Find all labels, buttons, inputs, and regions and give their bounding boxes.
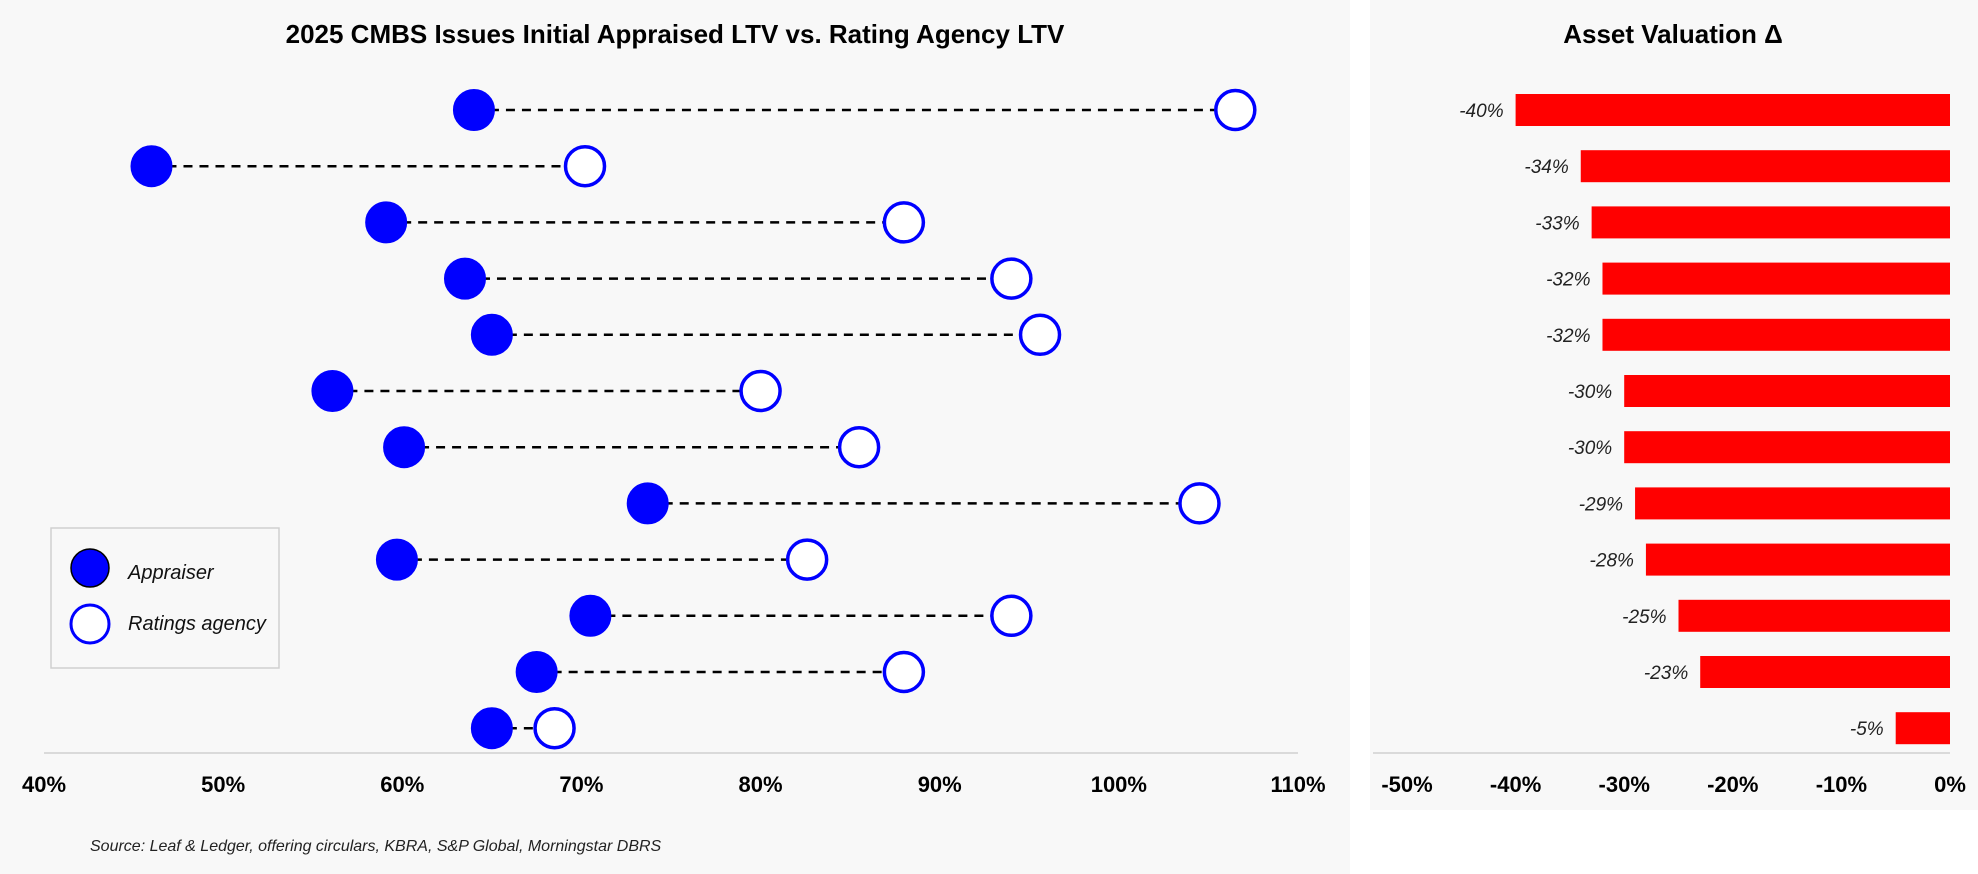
bar-data-label: -28% bbox=[1590, 551, 1634, 572]
appraiser-point bbox=[443, 257, 486, 300]
valuation-bar bbox=[1624, 431, 1950, 464]
ratings-agency-point bbox=[1018, 313, 1062, 357]
ratings-agency-point bbox=[882, 201, 926, 244]
left-chart-title: 2025 CMBS Issues Initial Appraised LTV v… bbox=[286, 19, 1065, 49]
valuation-bar bbox=[1602, 318, 1950, 351]
legend-ratings-agency-label: Ratings agency bbox=[128, 613, 267, 635]
bar-data-label: -40% bbox=[1459, 101, 1503, 122]
appraiser-point bbox=[569, 594, 612, 637]
appraiser-point bbox=[626, 482, 669, 525]
valuation-bar bbox=[1678, 599, 1950, 632]
bar-data-label: -34% bbox=[1524, 157, 1568, 178]
valuation-bar bbox=[1515, 94, 1950, 126]
left-x-tick-label: 50% bbox=[201, 772, 245, 797]
ratings-agency-point bbox=[990, 594, 1033, 638]
ratings-agency-point bbox=[837, 425, 881, 469]
bar-data-label: -32% bbox=[1546, 270, 1590, 291]
left-x-tick-label: 80% bbox=[739, 772, 783, 797]
left-x-tick-label: 110% bbox=[1270, 772, 1325, 797]
right-x-tick-label: -30% bbox=[1599, 772, 1650, 797]
bar-data-label: -23% bbox=[1644, 663, 1688, 684]
right-x-tick-label: -50% bbox=[1381, 772, 1432, 797]
left-x-tick-label: 100% bbox=[1091, 772, 1147, 797]
ratings-agency-point bbox=[739, 369, 782, 413]
legend-ratings-agency-marker bbox=[69, 603, 111, 645]
ratings-agency-point bbox=[1214, 88, 1257, 132]
valuation-bar bbox=[1602, 262, 1950, 295]
appraiser-point bbox=[383, 426, 426, 469]
bar-data-label: -29% bbox=[1579, 494, 1623, 515]
bar-data-label: -32% bbox=[1546, 326, 1590, 347]
right-chart-title: Asset Valuation Δ bbox=[1563, 19, 1783, 49]
source-note: Source: Leaf & Ledger, offering circular… bbox=[90, 838, 662, 855]
legend-appraiser-marker bbox=[70, 548, 110, 588]
left-chart-panel bbox=[0, 0, 1350, 874]
valuation-bar bbox=[1624, 375, 1950, 407]
ratings-agency-point bbox=[563, 144, 607, 188]
bar-data-label: -5% bbox=[1850, 719, 1884, 740]
right-x-tick-label: -10% bbox=[1816, 772, 1867, 797]
right-x-tick-label: -40% bbox=[1490, 772, 1541, 797]
left-x-tick-labels: 40% 50% 60% 70% 80% 90% 100% 110% bbox=[22, 772, 1326, 797]
right-x-tick-labels: -50% -40% -30% -20% -10% 0% bbox=[1381, 772, 1966, 797]
valuation-bar bbox=[1635, 487, 1950, 520]
ratings-agency-point bbox=[533, 706, 576, 750]
bar-marks: -40% -34% -33% -32% -32% -30% -30% -29% -28% -25%… bbox=[1459, 94, 1950, 745]
left-x-tick-label: 40% bbox=[22, 772, 66, 797]
appraiser-point bbox=[375, 538, 418, 581]
valuation-bar bbox=[1645, 543, 1950, 576]
valuation-bar bbox=[1580, 150, 1950, 183]
appraiser-point bbox=[452, 89, 495, 131]
right-x-tick-label: -20% bbox=[1707, 772, 1758, 797]
appraiser-point bbox=[365, 201, 408, 244]
right-x-tick-label: 0% bbox=[1934, 772, 1966, 797]
ratings-agency-point bbox=[990, 257, 1033, 300]
appraiser-point bbox=[311, 370, 354, 412]
bar-data-label: -33% bbox=[1535, 213, 1579, 234]
legend-appraiser-label: Appraiser bbox=[127, 562, 215, 584]
valuation-bar bbox=[1895, 712, 1950, 745]
appraiser-point bbox=[470, 313, 513, 356]
left-x-tick-label: 70% bbox=[559, 772, 603, 797]
legend: Appraiser Ratings agency bbox=[50, 527, 280, 669]
bar-data-label: -30% bbox=[1568, 438, 1612, 459]
valuation-bar bbox=[1700, 656, 1950, 688]
valuation-bar bbox=[1591, 206, 1950, 239]
left-x-tick-label: 90% bbox=[918, 772, 962, 797]
appraiser-point bbox=[130, 145, 173, 188]
appraiser-point bbox=[470, 707, 513, 750]
ratings-agency-point bbox=[785, 538, 829, 581]
appraiser-point bbox=[515, 651, 558, 693]
ratings-agency-point bbox=[882, 650, 926, 694]
bar-data-label: -25% bbox=[1622, 607, 1666, 628]
ratings-agency-point bbox=[1178, 482, 1221, 525]
left-x-tick-label: 60% bbox=[380, 772, 424, 797]
bar-data-label: -30% bbox=[1568, 382, 1612, 403]
dumbbell-marks bbox=[130, 88, 1257, 750]
